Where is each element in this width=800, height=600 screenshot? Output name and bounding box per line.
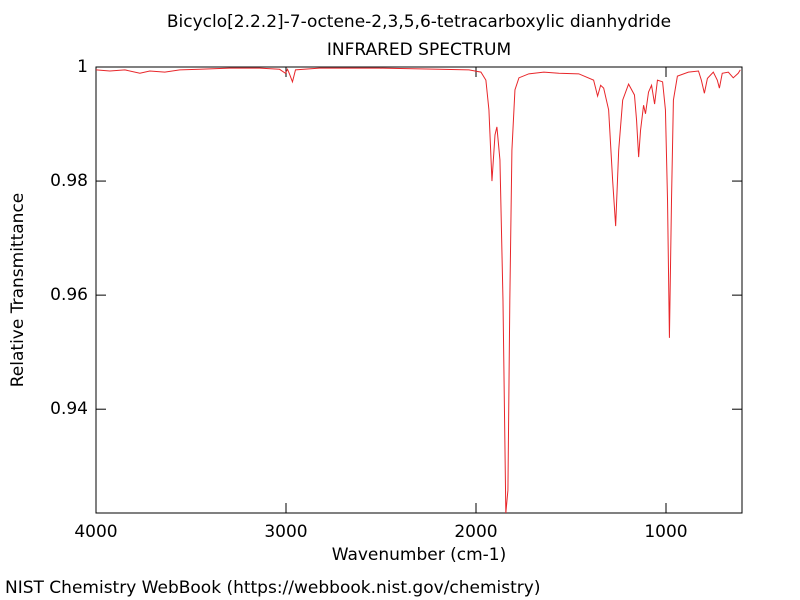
spectrum-line: [96, 67, 741, 513]
source-note: NIST Chemistry WebBook (https://webbook.…: [5, 578, 540, 598]
x-tick-label: 3000: [264, 522, 307, 542]
chart-subtitle: INFRARED SPECTRUM: [327, 40, 511, 60]
x-axis-label: Wavenumber (cm-1): [332, 545, 507, 565]
y-tick-label: 1: [77, 57, 88, 77]
y-tick-label: 0.96: [50, 285, 88, 305]
plot-frame: [95, 66, 743, 514]
chart-title: Bicyclo[2.2.2]-7-octene-2,3,5,6-tetracar…: [167, 12, 671, 32]
y-tick-label: 0.98: [50, 171, 88, 191]
y-axis-label: Relative Transmittance: [8, 193, 28, 388]
y-tick-label: 0.94: [50, 399, 88, 419]
x-tick-label: 2000: [454, 522, 497, 542]
x-tick-label: 4000: [74, 522, 117, 542]
x-tick-label: 1000: [644, 522, 687, 542]
